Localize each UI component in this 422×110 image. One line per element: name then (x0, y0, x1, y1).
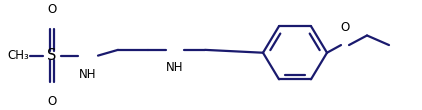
Text: O: O (47, 3, 57, 16)
Text: NH: NH (166, 61, 184, 74)
Text: O: O (341, 21, 349, 34)
Text: O: O (47, 95, 57, 108)
Text: CH₃: CH₃ (7, 49, 29, 62)
Text: S: S (47, 48, 57, 63)
Text: NH: NH (79, 68, 97, 81)
